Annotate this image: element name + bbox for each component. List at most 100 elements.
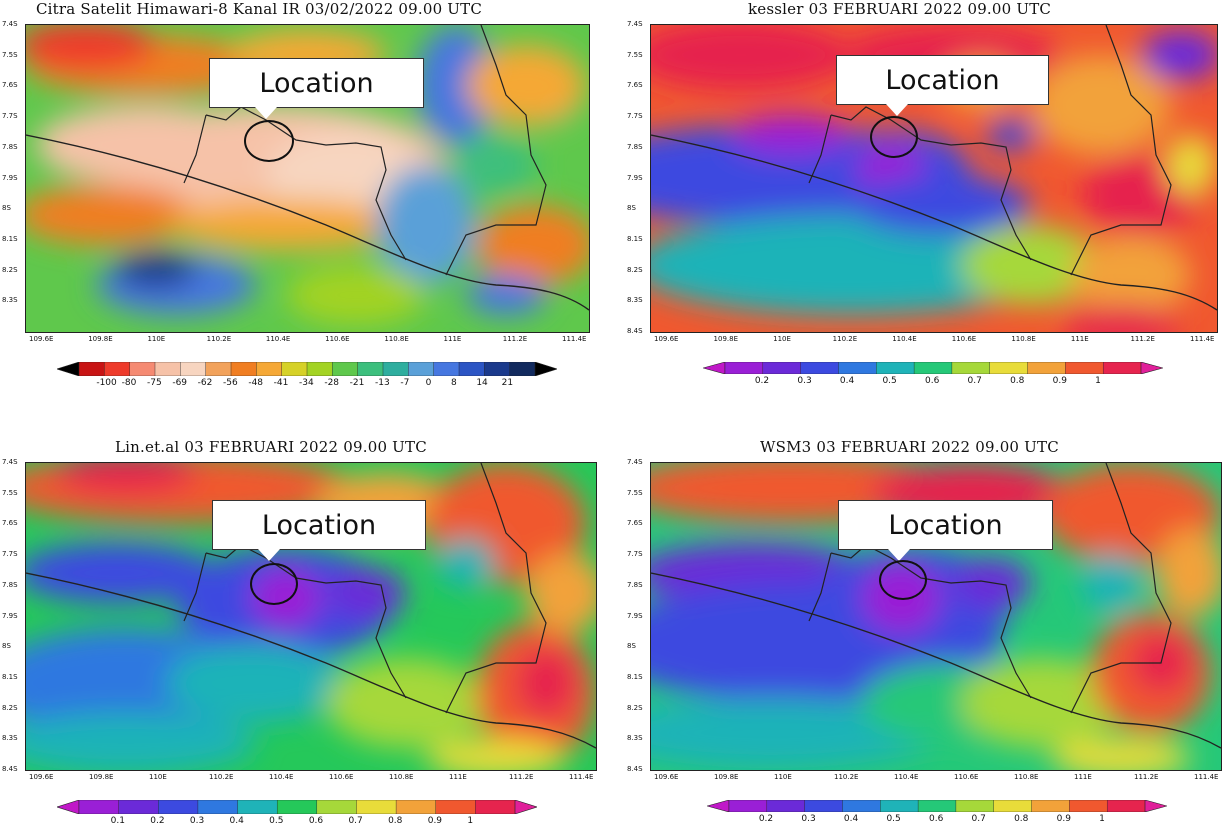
colorbar-tick-label: -48 [248, 378, 264, 388]
colorbar [707, 800, 1167, 812]
colorbar-tick-label: 1 [1099, 814, 1105, 824]
lat-tick-label: 8.1S [2, 234, 18, 243]
colorbar-swatch [129, 362, 156, 376]
colorbar-swatch [433, 362, 460, 376]
colorbar-tick-label: 21 [501, 378, 514, 388]
colorbar-swatch [475, 800, 516, 814]
lat-tick-label: 8.4S [627, 327, 643, 335]
colorbar-swatch [237, 800, 278, 814]
colorbar-swatch [118, 800, 159, 814]
lat-tick-label: 8.4S [2, 765, 18, 773]
colorbar-swatch [955, 800, 995, 812]
lat-tick-label: 7.5S [627, 50, 643, 59]
lat-tick-label: 7.8S [2, 580, 18, 589]
colorbar-tick-label: -7 [400, 378, 410, 388]
panel-title-wsm3: WSM3 03 FEBRUARI 2022 09.00 UTC [760, 438, 1059, 456]
lon-tick-label: 110.2E [834, 773, 859, 781]
lon-tick-label: 110.2E [209, 773, 234, 781]
lat-tick-label: 8S [627, 204, 636, 213]
colorbar-tick-label: 0.9 [1056, 814, 1071, 824]
location-circle [879, 560, 927, 600]
panel-title-lin: Lin.et.al 03 FEBRUARI 2022 09.00 UTC [115, 438, 427, 456]
colorbar-tick-label: -75 [147, 378, 162, 388]
colorbar-swatch [205, 362, 232, 376]
lat-tick-label: 7.9S [2, 173, 18, 182]
location-callout: Location [212, 500, 426, 550]
lat-tick-label: 7.7S [627, 112, 643, 121]
colorbar-tick-label: 0.2 [754, 376, 770, 386]
lon-tick-label: 111E [1070, 335, 1089, 343]
colorbar-tick-label: 0.3 [189, 816, 205, 826]
location-circle [870, 116, 918, 158]
colorbar-swatch [78, 362, 106, 376]
colorbar-swatch [306, 362, 334, 376]
colorbar-swatch [316, 800, 358, 814]
colorbar-swatch [180, 362, 207, 376]
lon-tick-label: 111.4E [1190, 335, 1215, 343]
callout-pointer [886, 104, 908, 116]
lon-tick-label: 110.4E [892, 335, 917, 343]
lat-tick-label: 7.4S [2, 458, 18, 466]
colorbar-swatch [104, 362, 131, 376]
colorbar-swatch [804, 800, 844, 812]
lat-tick-label: 8S [2, 642, 11, 651]
lon-tick-label: 110.8E [1014, 773, 1039, 781]
colorbar-swatch [842, 800, 881, 812]
lin-field [26, 463, 596, 770]
colorbar-swatch [158, 800, 199, 814]
colorbar-tick-label: 0.4 [843, 814, 859, 824]
colorbar-tick-label: 0.6 [929, 814, 944, 824]
colorbar-tick-label: -21 [349, 378, 365, 388]
colorbar-swatch [458, 362, 486, 376]
colorbar-swatch [332, 362, 359, 376]
colorbar-swatch [395, 800, 437, 814]
colorbar-swatch [356, 800, 397, 814]
lon-tick-label: 111.2E [502, 335, 528, 343]
lat-tick-label: 8.4S [627, 765, 643, 773]
lat-tick-label: 8.2S [627, 265, 643, 274]
colorbar-swatch [276, 800, 318, 814]
lon-tick-label: 109.6E [29, 773, 54, 781]
lon-tick-label: 111.4E [569, 773, 594, 781]
colorbar-tick-label: 0.9 [1052, 376, 1067, 386]
colorbar-tick-label: 0 [425, 378, 432, 388]
colorbar-tick-label: 1 [467, 816, 474, 826]
lat-tick-label: 7.5S [2, 50, 18, 59]
colorbar-tick-label: -62 [197, 378, 213, 388]
colorbar-right-arrow [1140, 362, 1163, 374]
colorbar-swatch [1069, 800, 1108, 812]
lat-tick-label: 7.9S [2, 611, 18, 620]
lat-tick-label: 7.6S [627, 519, 643, 528]
colorbar-swatch [1065, 362, 1104, 374]
colorbar-tick-label: -100 [96, 378, 117, 388]
lon-tick-label: 110E [147, 335, 166, 343]
colorbar-swatch [762, 362, 802, 374]
colorbar-swatch [800, 362, 840, 374]
colorbar-swatch [78, 800, 120, 814]
lat-tick-label: 8.2S [627, 703, 643, 712]
colorbar-swatch [435, 800, 477, 814]
colorbar-swatch [913, 362, 953, 374]
lon-tick-label: 109.8E [88, 335, 113, 343]
callout-pointer [255, 107, 277, 119]
colorbar-swatch [1106, 800, 1146, 812]
location-callout: Location [838, 500, 1053, 550]
colorbar-tick-label: 0.7 [971, 814, 986, 824]
colorbar-right-arrow [534, 362, 557, 376]
lat-tick-label: 7.4S [627, 458, 643, 466]
lat-tick-label: 8.3S [627, 734, 643, 743]
colorbar-swatch [256, 362, 283, 376]
colorbar [703, 362, 1163, 374]
colorbar-right-arrow [514, 800, 537, 814]
lon-tick-label: 110.2E [832, 335, 858, 343]
colorbar-swatch [197, 800, 239, 814]
colorbar-left-arrow [707, 800, 730, 812]
colorbar-swatch [1027, 362, 1067, 374]
colorbar-swatch [1102, 362, 1142, 374]
lon-tick-label: 110E [774, 773, 792, 781]
lat-tick-label: 7.6S [2, 81, 18, 90]
colorbar-swatch [1031, 800, 1071, 812]
colorbar-swatch [989, 362, 1029, 374]
colorbar-tick-label: -41 [273, 378, 289, 388]
colorbar-tick-label: 0.8 [1010, 376, 1025, 386]
